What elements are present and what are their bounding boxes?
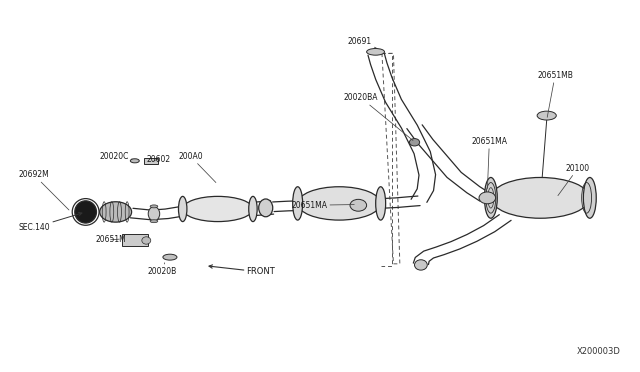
Ellipse shape [479,192,495,204]
Ellipse shape [376,187,386,220]
Text: 20651MB: 20651MB [537,71,573,117]
Ellipse shape [179,196,187,222]
Ellipse shape [142,237,151,244]
Text: 200A0: 200A0 [178,152,216,183]
Text: 20651M: 20651M [95,235,126,244]
Ellipse shape [163,254,177,260]
Ellipse shape [131,159,140,163]
Ellipse shape [298,187,381,220]
Ellipse shape [292,187,303,220]
Text: 20020B: 20020B [148,263,177,276]
Text: 20651MA: 20651MA [471,137,508,188]
Text: 20692M: 20692M [19,170,69,210]
Ellipse shape [249,196,257,222]
FancyBboxPatch shape [145,158,159,164]
Text: FRONT: FRONT [209,265,275,276]
Ellipse shape [367,48,385,55]
Ellipse shape [182,196,253,222]
Ellipse shape [75,201,97,223]
Ellipse shape [259,199,273,217]
Ellipse shape [584,177,596,218]
Ellipse shape [150,220,158,223]
Text: 20602: 20602 [147,155,170,164]
Text: X200003D: X200003D [576,347,620,356]
Ellipse shape [350,199,367,211]
Text: 20020BA: 20020BA [344,93,413,141]
Ellipse shape [410,138,420,146]
Ellipse shape [415,260,428,270]
Ellipse shape [148,207,160,221]
Text: 20691: 20691 [348,37,376,48]
FancyBboxPatch shape [122,234,148,246]
Text: SEC.140: SEC.140 [19,212,82,232]
Ellipse shape [484,177,497,218]
Ellipse shape [100,202,132,222]
Ellipse shape [537,111,556,120]
Text: 20100: 20100 [558,164,590,196]
Text: 20651MA: 20651MA [291,201,355,210]
Ellipse shape [150,205,158,208]
Text: 20020C: 20020C [100,152,132,161]
Ellipse shape [491,177,590,218]
